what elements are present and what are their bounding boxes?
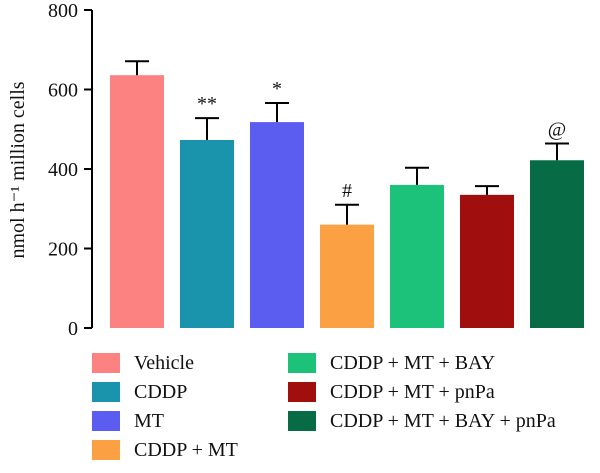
legend-item-4: CDDP + MT + BAY (288, 350, 495, 376)
legend-item-1: CDDP (92, 379, 187, 405)
significance-label-3: # (342, 180, 352, 202)
y-axis: 0 200 400 600 800 (48, 0, 93, 340)
legend-swatch (92, 382, 120, 402)
legend-swatch (92, 353, 120, 373)
bar-1 (180, 139, 234, 328)
y-axis-label: nmol h⁻¹ million cells (7, 81, 29, 258)
bar-6 (530, 160, 584, 328)
legend-label: CDDP + MT (134, 438, 238, 461)
legend-label: CDDP (134, 380, 188, 403)
legend-swatch (92, 411, 120, 431)
bar-4 (390, 184, 444, 328)
bar-2 (250, 122, 304, 328)
significance-label-1: ** (197, 93, 217, 115)
legend-swatch (92, 440, 120, 460)
legend-item-6: CDDP + MT + BAY + pnPa (288, 408, 556, 434)
y-tick-label: 800 (48, 0, 78, 22)
bar-3 (320, 224, 374, 328)
legend-swatch (288, 353, 316, 373)
legend-swatch (288, 382, 316, 402)
significance-label-6: @ (548, 119, 566, 141)
legend-item-2: MT (92, 408, 164, 434)
legend-label: Vehicle (134, 351, 194, 374)
y-tick-label: 200 (48, 239, 78, 261)
bar-0 (110, 75, 164, 328)
legend-label: MT (134, 409, 164, 432)
bar-5 (460, 194, 514, 328)
legend-item-0: Vehicle (92, 350, 194, 376)
y-tick-label: 0 (68, 318, 78, 340)
legend-item-5: CDDP + MT + pnPa (288, 379, 495, 405)
legend-label: CDDP + MT + BAY (330, 351, 496, 374)
legend-item-3: CDDP + MT (92, 437, 238, 463)
legend-swatch (288, 411, 316, 431)
y-tick-label: 600 (48, 80, 78, 102)
significance-label-2: * (272, 78, 282, 100)
y-tick-label: 400 (48, 159, 78, 181)
bars-group: ***#@ (110, 60, 584, 328)
legend-label: CDDP + MT + BAY + pnPa (330, 409, 556, 432)
legend-label: CDDP + MT + pnPa (330, 380, 495, 403)
